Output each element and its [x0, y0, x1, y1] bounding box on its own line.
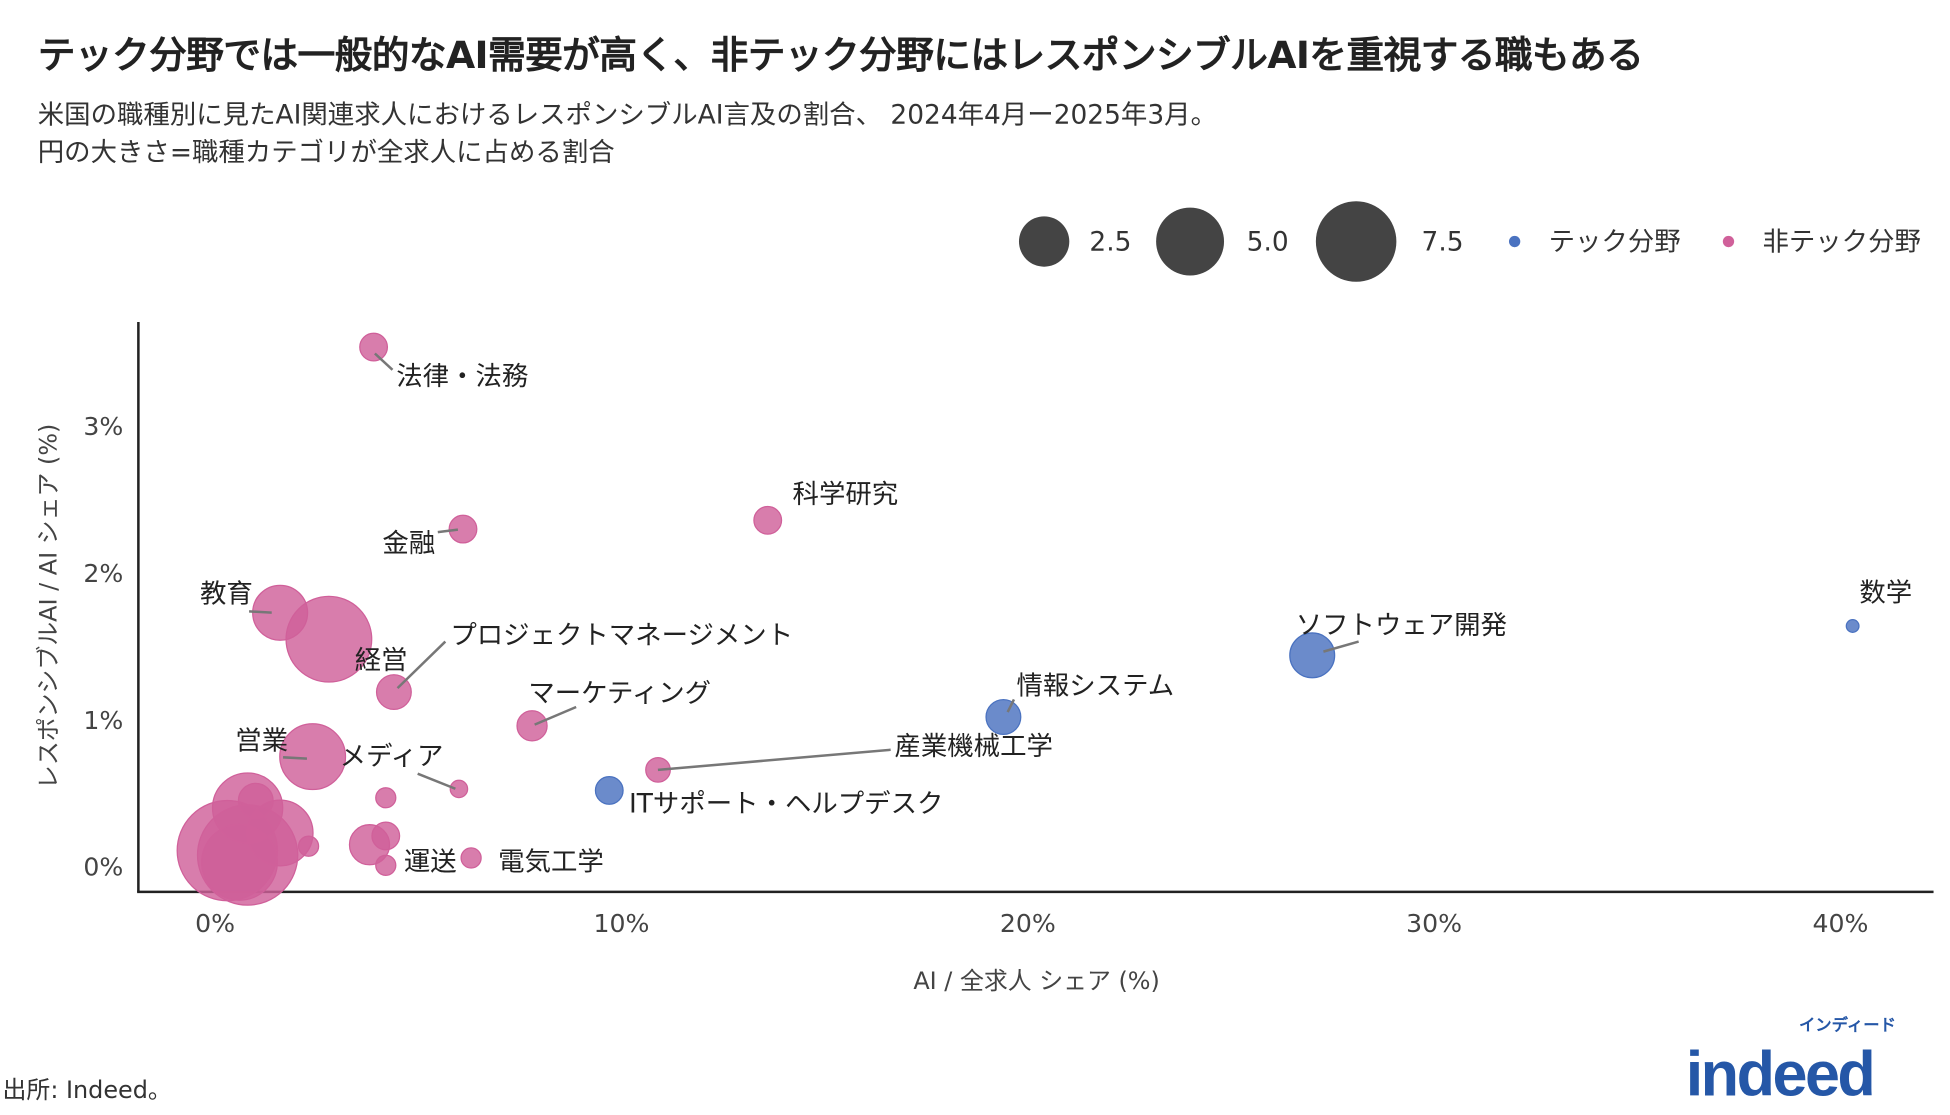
point-label: メディア — [340, 741, 444, 772]
point-label: ITサポート・ヘルプデスク — [629, 789, 943, 820]
chart-title: テック分野では一般的なAI需要が高く、非テック分野にはレスポンシブルAIを重視す… — [37, 33, 1644, 78]
point-label: 営業 — [235, 726, 288, 757]
point-label: 数学 — [1859, 577, 1912, 608]
bubble-point — [1845, 619, 1860, 633]
bubble-point — [985, 699, 1022, 736]
x-tick-label: 0% — [195, 909, 235, 938]
legend-size-circle — [1156, 207, 1225, 276]
subtitle-line-1: 米国の職種別に見たAI関連求人におけるレスポンシブルAI言及の割合、 2024年… — [37, 99, 1217, 130]
point-label: 情報システム — [1016, 670, 1174, 701]
label-leader-line — [374, 352, 394, 371]
y-axis-title: レスポンシブルAI / AI シェア (%) — [35, 424, 63, 789]
label-leader-line — [534, 705, 577, 726]
y-tick-label: 2% — [83, 559, 123, 588]
legend-category-label: テック分野 — [1549, 226, 1681, 257]
label-leader-line — [249, 610, 272, 614]
point-label: ソフトウェア開発 — [1296, 610, 1507, 641]
point-label: プロジェクトマネージメント — [450, 620, 793, 651]
legend-size-circle — [1018, 216, 1070, 267]
point-label: 産業機械工学 — [894, 731, 1052, 762]
bubble-point — [285, 595, 373, 683]
x-tick-label: 10% — [593, 909, 649, 938]
point-label: 法律・法務 — [396, 361, 528, 392]
bubble-point — [753, 505, 783, 535]
bubble-point — [448, 514, 478, 544]
legend-size-label: 7.5 — [1422, 226, 1464, 257]
bubble-point — [1289, 632, 1336, 679]
logo-wordmark: indeed — [1685, 1039, 1876, 1110]
indeed-logo: インディード indeed — [1673, 1016, 1925, 1114]
chart-subtitle: 米国の職種別に見たAI関連求人におけるレスポンシブルAI言及の割合、 2024年… — [38, 96, 1217, 171]
label-leader-line — [657, 748, 891, 772]
label-leader-line — [1323, 640, 1359, 653]
bubble-point — [460, 847, 482, 869]
point-label: 教育 — [200, 579, 253, 610]
label-leader-line — [417, 772, 456, 790]
legend-size-label: 5.0 — [1247, 226, 1289, 257]
point-label: 科学研究 — [793, 479, 899, 510]
legend: 2.5 5.0 7.5 テック分野 非テック分野 — [1018, 201, 1921, 282]
x-tick-label: 40% — [1812, 909, 1868, 938]
point-label: 金融 — [382, 528, 435, 559]
x-tick-label: 30% — [1406, 909, 1462, 938]
label-leader-line — [437, 528, 459, 534]
bubble-point — [516, 710, 548, 742]
x-tick-label: 20% — [1000, 909, 1056, 938]
subtitle-line-2: 円の大きさ=職種カテゴリが全求人に占める割合 — [37, 137, 615, 168]
y-tick-label: 0% — [83, 853, 123, 882]
label-leader-line — [396, 640, 447, 690]
x-axis-title: AI / 全求人 シェア (%) — [913, 967, 1160, 995]
bubble-point — [371, 821, 401, 851]
bubble-point — [594, 775, 624, 805]
legend-category-marker — [1508, 235, 1521, 248]
bubble-point — [449, 779, 469, 799]
source-footnote: 出所: Indeed。 — [2, 1076, 172, 1105]
label-leader-line — [1006, 698, 1016, 713]
point-label: 経営 — [355, 645, 408, 676]
label-leader-line — [282, 756, 308, 760]
point-label: 電気工学 — [498, 846, 604, 877]
point-label: マーケティング — [528, 678, 711, 709]
bubble-point — [359, 332, 389, 362]
bubble-point — [375, 787, 397, 809]
y-tick-label: 1% — [83, 706, 123, 735]
y-tick-label: 3% — [83, 412, 123, 441]
legend-category-marker — [1722, 235, 1735, 248]
legend-size-label: 2.5 — [1089, 226, 1131, 257]
bubble-point — [279, 723, 347, 791]
legend-size-circle — [1315, 201, 1397, 282]
legend-category-label: 非テック分野 — [1762, 226, 1920, 257]
logo-katakana: インディード — [1798, 1016, 1896, 1036]
point-label: 運送 — [404, 846, 457, 877]
bubble-point — [201, 823, 278, 901]
